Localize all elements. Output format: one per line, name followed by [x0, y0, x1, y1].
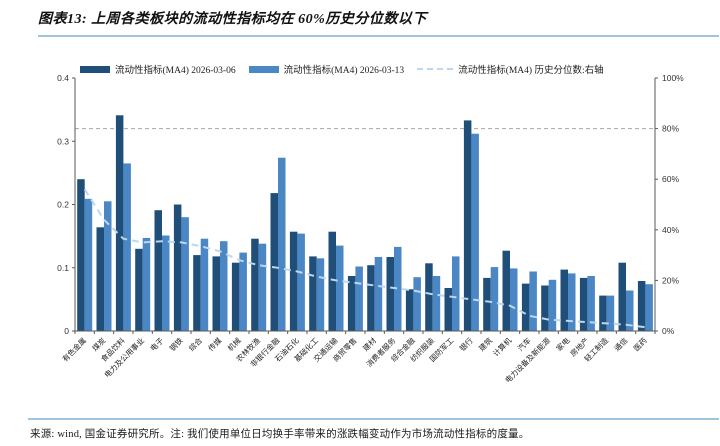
svg-text:综合: 综合: [186, 335, 204, 353]
title-divider: [38, 35, 719, 37]
svg-text:银行: 银行: [457, 335, 475, 353]
legend-swatch-light-bar: [248, 65, 279, 73]
legend-label: 流动性指标(MA4) 2026-03-06: [115, 66, 236, 76]
legend-item-ma4-0306: 流动性指标(MA4) 2026-03-06: [80, 62, 236, 76]
legend-item-percentile-line: 流动性指标(MA4) 历史分位数:右轴: [417, 62, 604, 76]
svg-text:0%: 0%: [662, 326, 675, 336]
figure-title: 图表13: 上周各类板块的流动性指标均在 60%历史分位数以下: [38, 12, 427, 27]
svg-text:电子: 电子: [148, 335, 166, 353]
source-note: 来源: wind, 国金证券研究所。注: 我们使用单位日均换手率带来的涨跌幅变动…: [30, 429, 530, 440]
legend-label: 流动性指标(MA4) 2026-03-13: [283, 66, 405, 76]
liquidity-chart: 00.10.20.30.40%20%40%60%80%100%有色金属 煤炭食品饮…: [57, 73, 684, 385]
svg-text:0.4: 0.4: [57, 73, 69, 83]
svg-text:0.3: 0.3: [57, 136, 69, 146]
legend-label: 流动性指标(MA4) 历史分位数:右轴: [458, 66, 604, 76]
svg-text:医药: 医药: [631, 335, 649, 353]
svg-text:0.2: 0.2: [57, 200, 69, 210]
svg-text:通信: 通信: [612, 335, 630, 353]
svg-text:0.1: 0.1: [57, 263, 69, 273]
svg-text:80%: 80%: [662, 124, 679, 134]
chart-legend: 流动性指标(MA4) 2026-03-06 流动性指标(MA4) 2026-03…: [80, 62, 604, 76]
svg-text:有色金属: 有色金属: [60, 335, 88, 363]
svg-text:40%: 40%: [662, 225, 679, 235]
svg-text:0: 0: [64, 326, 69, 336]
legend-swatch-dashed-line: [417, 68, 454, 70]
svg-text:钢铁: 钢铁: [167, 335, 185, 353]
svg-text:100%: 100%: [662, 73, 684, 83]
legend-item-ma4-0313: 流动性指标(MA4) 2026-03-13: [248, 62, 405, 76]
svg-text:60%: 60%: [662, 174, 679, 184]
svg-text:传媒: 传媒: [206, 335, 224, 353]
svg-text:计算机: 计算机: [490, 335, 513, 358]
footnote-divider: [28, 418, 719, 420]
legend-swatch-dark-bar: [80, 65, 110, 73]
svg-text:20%: 20%: [662, 275, 679, 285]
